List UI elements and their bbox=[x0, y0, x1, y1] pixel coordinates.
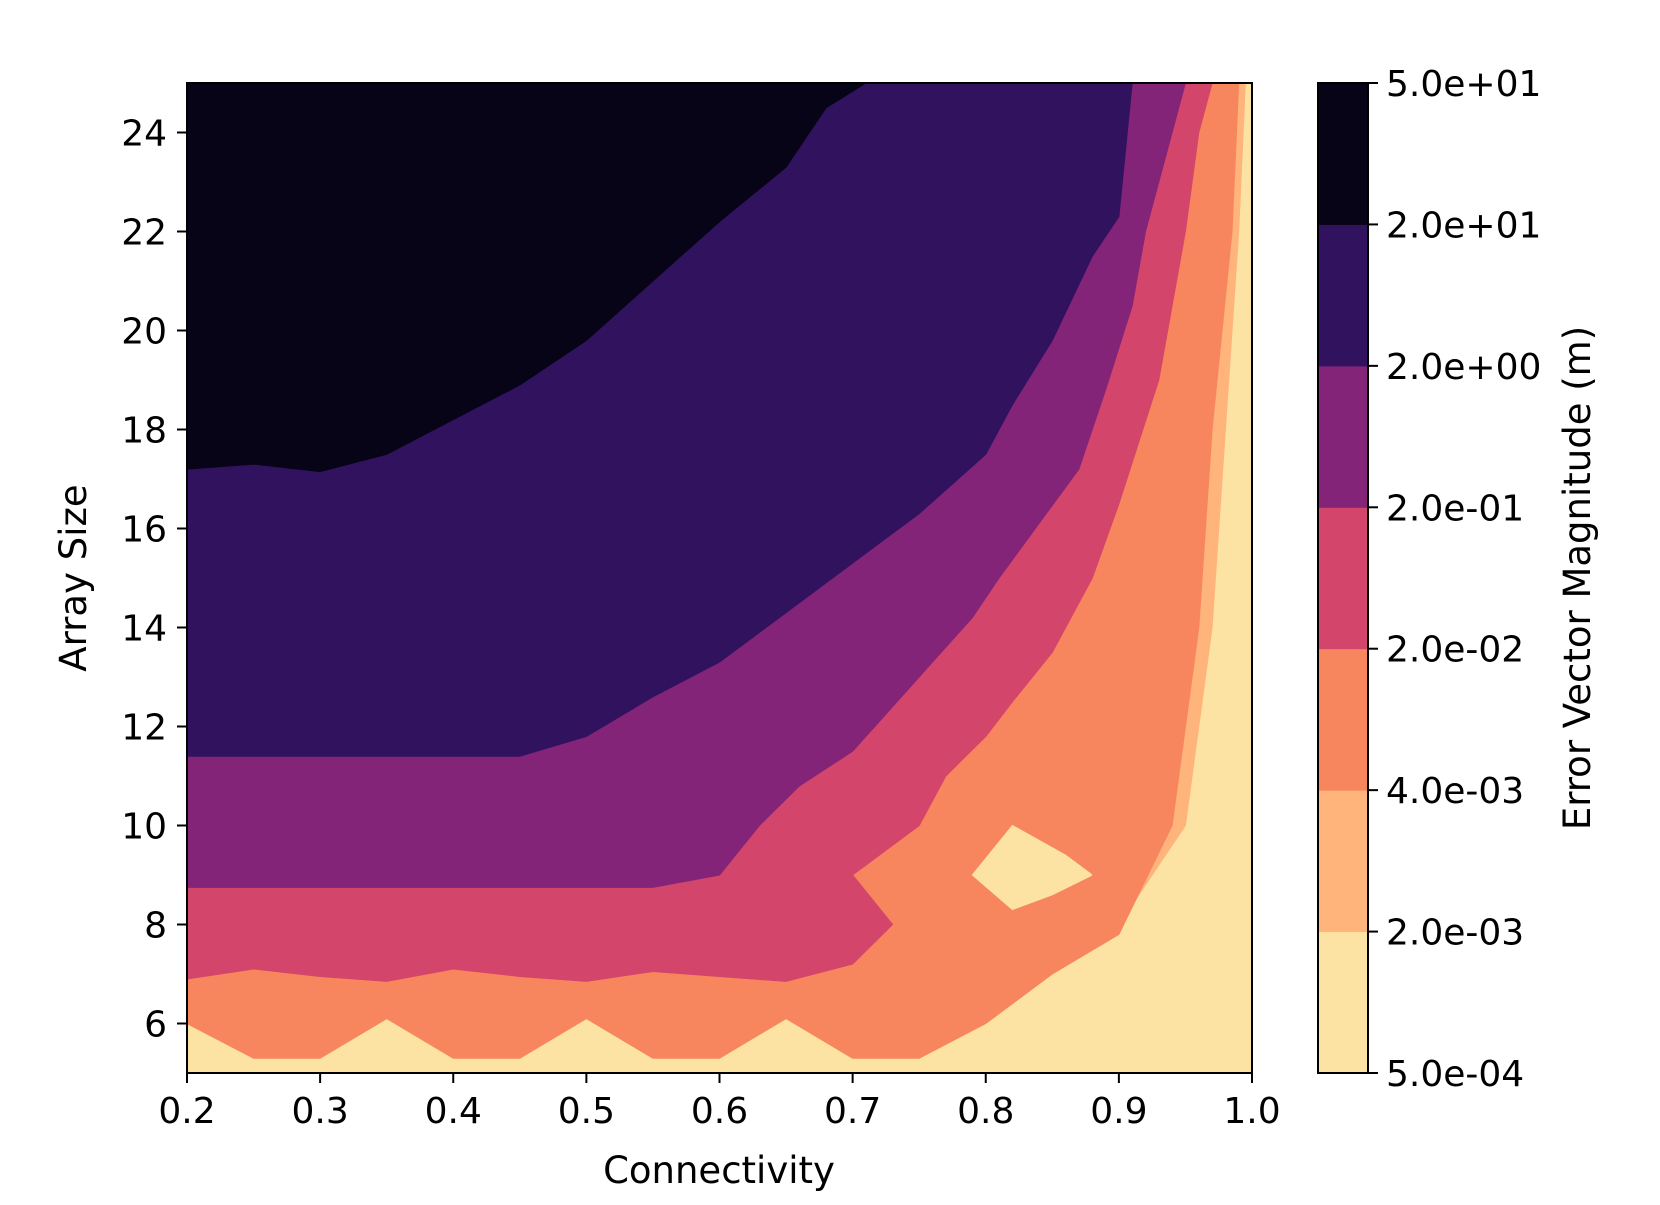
colorbar-band-3 bbox=[1318, 507, 1368, 650]
y-tick-label: 8 bbox=[144, 906, 167, 947]
x-tick-label: 0.4 bbox=[425, 1091, 482, 1132]
y-tick-label: 24 bbox=[121, 114, 167, 155]
x-axis-label: Connectivity bbox=[603, 1149, 835, 1192]
y-axis: 6 8 10 12 14 16 18 20 22 24 bbox=[121, 114, 187, 1046]
colorbar-tick-label: 2.0e+00 bbox=[1386, 347, 1541, 388]
y-tick-label: 14 bbox=[121, 609, 167, 650]
x-tick-label: 0.5 bbox=[558, 1091, 615, 1132]
x-tick-label: 0.8 bbox=[957, 1091, 1014, 1132]
colorbar-band-2 bbox=[1318, 648, 1368, 791]
contour-region-8 bbox=[1091, 854, 1147, 891]
colorbar-tick-label: 5.0e-04 bbox=[1386, 1054, 1524, 1095]
colorbar-band-4 bbox=[1318, 365, 1368, 508]
contour-region-9 bbox=[1024, 911, 1074, 935]
colorbar-band-1 bbox=[1318, 790, 1368, 933]
y-tick-label: 18 bbox=[121, 411, 167, 452]
x-tick-label: 0.2 bbox=[158, 1091, 215, 1132]
y-axis-label: Array Size bbox=[52, 484, 95, 671]
colorbar-tick-label: 5.0e+01 bbox=[1386, 64, 1541, 105]
contour-region-6 bbox=[187, 83, 867, 473]
x-tick-label: 0.9 bbox=[1090, 1091, 1147, 1132]
x-tick-label: 0.6 bbox=[691, 1091, 748, 1132]
colorbar-band-5 bbox=[1318, 224, 1368, 367]
colorbar-tick-label: 2.0e-02 bbox=[1386, 630, 1524, 671]
y-tick-label: 12 bbox=[121, 708, 167, 749]
y-tick-label: 22 bbox=[121, 213, 167, 254]
colorbar-ticks: 5.0e-04 2.0e-03 4.0e-03 2.0e-02 2.0e-01 2.0e+… bbox=[1368, 64, 1541, 1095]
y-tick-label: 20 bbox=[121, 312, 167, 353]
colorbar-tick-label: 2.0e-01 bbox=[1386, 488, 1524, 529]
colorbar-band-6 bbox=[1318, 83, 1368, 225]
colorbar-band-0 bbox=[1318, 931, 1368, 1074]
y-tick-label: 10 bbox=[121, 807, 167, 848]
x-tick-label: 1.0 bbox=[1223, 1091, 1280, 1132]
colorbar bbox=[1318, 83, 1368, 1074]
colorbar-tick-label: 2.0e-03 bbox=[1386, 913, 1524, 954]
colorbar-frame bbox=[1317, 82, 1369, 1074]
x-tick-label: 0.7 bbox=[824, 1091, 881, 1132]
colorbar-tick-label: 2.0e+01 bbox=[1386, 205, 1541, 246]
y-tick-label: 6 bbox=[144, 1005, 167, 1046]
colorbar-tick-label: 4.0e-03 bbox=[1386, 771, 1524, 812]
colorbar-label: Error Vector Magnitude (m) bbox=[1556, 326, 1599, 830]
contour-regions bbox=[187, 83, 1252, 1073]
x-axis: 0.2 0.3 0.4 0.5 0.6 0.7 0.8 0.9 1.0 bbox=[158, 1073, 1281, 1132]
x-tick-label: 0.3 bbox=[291, 1091, 348, 1132]
y-tick-label: 16 bbox=[121, 510, 167, 551]
